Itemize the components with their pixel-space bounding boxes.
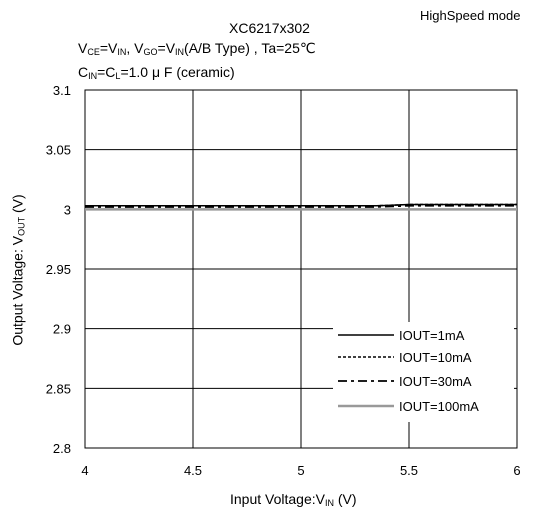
legend-label-3: IOUT=100mA xyxy=(399,399,479,414)
series-line-2 xyxy=(85,204,517,208)
y-tick-label-2: 3 xyxy=(64,202,71,217)
mode-label: HighSpeed mode xyxy=(420,8,521,23)
x-tick-label-3: 5.5 xyxy=(400,463,418,478)
x-tick-label-4: 6 xyxy=(513,463,520,478)
y-tick-label-4: 2.9 xyxy=(53,322,71,337)
y-tick-label-5: 2.85 xyxy=(46,381,71,396)
condition-line-2: CIN=CL=1.0 μ F (ceramic) xyxy=(78,64,235,81)
x-tick-label-0: 4 xyxy=(81,463,88,478)
y-tick-label-6: 2.8 xyxy=(53,441,71,456)
x-tick-label-1: 4.5 xyxy=(184,463,202,478)
y-tick-label-1: 3.05 xyxy=(46,143,71,158)
chart-title: XC6217x302 xyxy=(229,20,310,36)
y-axis-label: Output Voltage: VOUT (V) xyxy=(9,194,27,346)
x-tick-label-2: 5 xyxy=(297,463,304,478)
legend-label-1: IOUT=10mA xyxy=(399,350,472,365)
y-tick-label-3: 2.95 xyxy=(46,262,71,277)
plot-area-frame xyxy=(84,89,518,449)
condition-line-1: VCE=VIN, VGO=VIN(A/B Type) , Ta=25℃ xyxy=(78,40,316,57)
y-tick-label-0: 3.1 xyxy=(53,83,71,98)
legend-label-2: IOUT=30mA xyxy=(399,374,472,389)
x-axis-label: Input Voltage:VIN (V) xyxy=(230,491,357,508)
legend-label-0: IOUT=1mA xyxy=(399,328,465,343)
series-line-1 xyxy=(85,203,517,207)
